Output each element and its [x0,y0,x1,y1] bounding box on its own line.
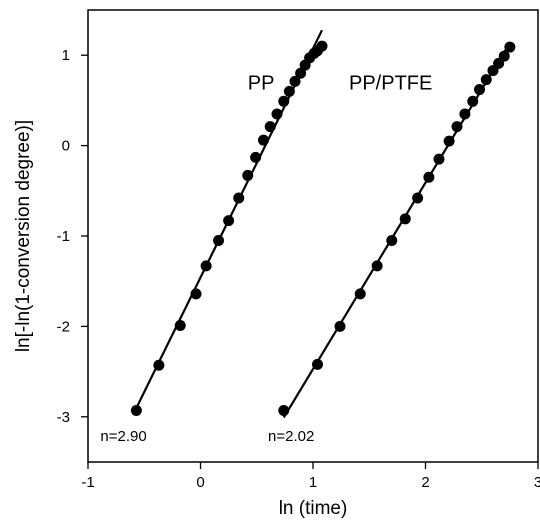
data-point [334,320,346,332]
data-point [233,192,245,204]
data-point [451,121,463,133]
data-point [399,213,411,225]
data-point [443,135,455,147]
y-tick-label: 0 [62,138,70,155]
series-label-pp: PP [248,73,275,95]
data-point [153,359,165,371]
data-point [354,288,366,300]
data-point [271,108,283,120]
data-point [130,404,142,416]
data-point [371,260,383,272]
data-point [459,108,471,120]
data-point [386,235,398,247]
x-tick-label: 3 [534,474,540,491]
data-point [174,319,186,331]
y-tick-label: -1 [57,228,70,245]
x-tick-label: 0 [196,474,204,491]
avrami-exponent-pp-ptfe: n=2.02 [268,428,314,445]
data-point [258,134,269,146]
data-point [264,121,276,133]
data-point [200,260,212,272]
data-point [467,95,479,107]
data-point [250,151,262,163]
x-tick-label: 1 [309,474,317,491]
data-point [278,404,290,416]
data-point [423,171,435,183]
y-tick-label: 1 [62,47,70,64]
data-point [278,95,290,107]
data-point [190,288,202,300]
y-tick-label: -3 [57,409,70,426]
axis-ticks: -1 0 1 2 3 1 0 -1 -2 -3 [57,47,540,491]
data-point [316,40,328,52]
data-point [480,74,492,86]
data-point [283,85,295,97]
data-point [295,67,307,79]
data-point [412,192,424,204]
x-tick-label: -1 [81,474,94,491]
y-tick-label: -2 [57,318,70,335]
data-point [242,169,254,181]
x-tick-label: 2 [421,474,429,491]
plot-frame [87,9,539,463]
data-point [504,41,516,53]
data-point [498,50,510,62]
data-point [433,153,445,165]
avrami-exponent-pp: n=2.90 [100,428,146,445]
plot-area [87,9,539,463]
data-point [312,358,323,370]
series-label-pp-ptfe: PP/PTFE [349,73,432,95]
data-point [223,215,235,227]
data-point [474,84,485,96]
data-point [289,75,301,87]
series-group [130,29,516,419]
data-point [213,235,224,247]
x-axis-label: ln (time) [279,498,348,519]
y-axis-label: ln[-ln(1-conversion degree)] [13,120,34,352]
